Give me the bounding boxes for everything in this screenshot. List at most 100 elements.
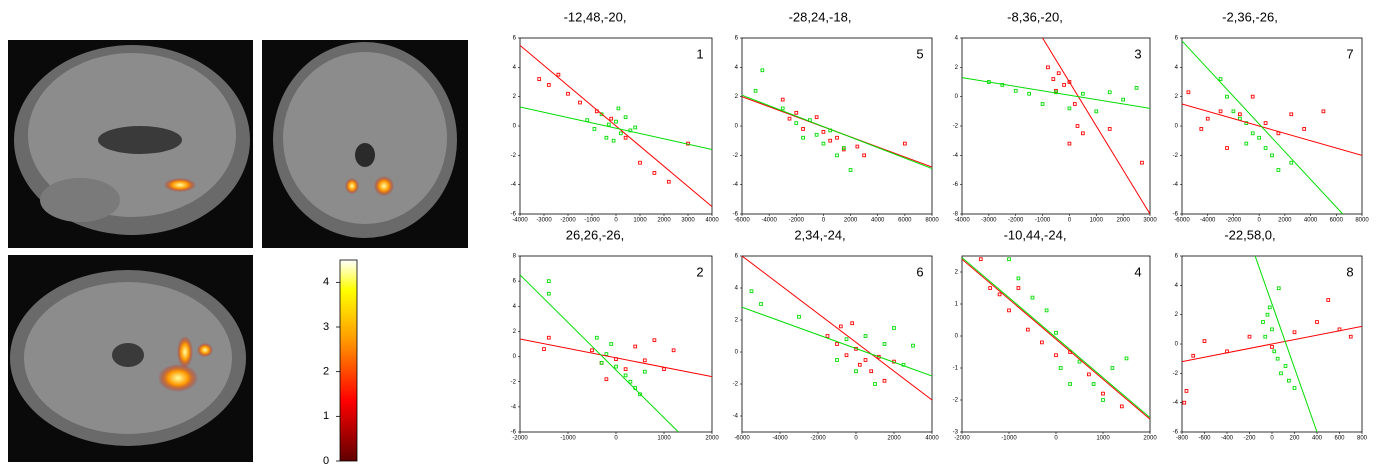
scatter-panel: -10,44,-24, 4 -2000 -1000 0 1000 2000 -3 -2 -1 0 1 2 <box>953 227 1158 441</box>
point <box>801 135 805 140</box>
point <box>1276 168 1281 172</box>
point <box>542 347 546 351</box>
point <box>835 342 839 346</box>
y-tick-label: 2 <box>1175 312 1179 318</box>
point <box>1315 320 1319 324</box>
point <box>616 106 621 111</box>
fit-line <box>1182 103 1362 156</box>
point <box>1140 160 1144 165</box>
point <box>1067 80 1072 84</box>
point <box>546 291 551 296</box>
y-tick-label: 6 <box>735 254 739 260</box>
point <box>835 135 839 140</box>
y-tick-label: -2 <box>1173 371 1179 377</box>
point <box>1044 308 1049 313</box>
point <box>609 342 614 346</box>
y-tick-label: -8 <box>953 212 959 218</box>
point <box>537 77 542 81</box>
x-tick-label: 0 <box>1270 436 1274 442</box>
point <box>1289 160 1294 165</box>
point <box>848 168 853 172</box>
point <box>594 335 599 340</box>
panel-title: -2,36,-26, <box>1222 9 1278 24</box>
point <box>1091 382 1096 386</box>
y-tick-label: 0 <box>513 354 517 360</box>
y-tick-label: -3 <box>953 430 959 436</box>
y-tick-label: -6 <box>1173 212 1179 218</box>
point <box>794 121 799 125</box>
fit-line <box>1182 325 1362 363</box>
x-tick-label: -200 <box>1243 436 1256 442</box>
y-tick-label: 0 <box>1175 124 1179 130</box>
x-tick-label: 1000 <box>1096 436 1110 442</box>
x-tick-label: -4000 <box>1200 218 1216 224</box>
point <box>835 358 839 362</box>
x-tick-label: 0 <box>614 436 618 442</box>
point <box>1067 141 1072 146</box>
point <box>794 110 799 115</box>
point <box>869 369 874 374</box>
y-tick-label: 2 <box>955 65 959 71</box>
x-tick-label: 4000 <box>925 436 939 442</box>
scatter-panel: -12,48,-20, 1 -4000 -3000 -2000 -1000 0 1000 200… <box>511 9 720 223</box>
point <box>1058 366 1063 370</box>
point <box>1238 112 1242 117</box>
point <box>1348 334 1353 339</box>
panel-title: 26,26,-26, <box>566 227 625 242</box>
y-tick-label: -4 <box>733 414 739 420</box>
x-tick-label: 2000 <box>657 218 671 224</box>
plot-frame <box>741 37 933 215</box>
scatter-panel: -28,24,-18, 5 -6000 -4000 -2000 0 2000 4000 6000… <box>733 9 940 223</box>
y-tick-label: 2 <box>735 318 739 324</box>
y-tick-label: 0 <box>1175 342 1179 348</box>
y-tick-label: 6 <box>513 279 517 285</box>
point <box>1250 94 1255 99</box>
fit-line <box>742 256 932 401</box>
point <box>844 337 849 342</box>
panel-title: -12,48,-20, <box>564 9 627 24</box>
point <box>797 314 801 319</box>
fit-line <box>520 44 712 208</box>
point <box>599 361 604 365</box>
panel-number: 3 <box>1134 46 1141 61</box>
point <box>814 132 819 137</box>
point <box>892 326 896 330</box>
panel-number: 6 <box>916 264 923 279</box>
x-tick-label: -1000 <box>1035 218 1051 224</box>
point <box>1261 320 1265 324</box>
point <box>1289 112 1294 117</box>
x-tick-label: -800 <box>1176 436 1189 442</box>
y-tick-label: -4 <box>733 182 739 188</box>
y-tick-label: -1 <box>953 366 959 372</box>
y-tick-label: 4 <box>735 286 739 292</box>
point <box>1287 378 1291 383</box>
x-tick-label: 800 <box>1357 436 1368 442</box>
point <box>633 344 638 349</box>
plot-area <box>520 274 712 432</box>
point <box>618 131 623 136</box>
point <box>606 122 611 127</box>
axial-slice <box>8 255 253 462</box>
y-tick-label: -6 <box>733 212 739 218</box>
point <box>1184 389 1189 393</box>
point <box>614 119 618 124</box>
point <box>1072 102 1077 106</box>
point <box>1101 398 1105 402</box>
point <box>844 353 849 358</box>
y-tick-label: -2 <box>511 153 517 159</box>
y-tick-label: 4 <box>1175 65 1179 71</box>
point <box>780 106 785 111</box>
point <box>753 88 758 93</box>
fit-line <box>1042 38 1150 214</box>
y-tick-label: 0 <box>513 124 517 130</box>
x-tick-label: -6000 <box>734 436 750 442</box>
scatter-panel: -2,36,-26, 7 -6000 -4000 -2000 0 2000 4000 6000 8… <box>1173 9 1370 223</box>
point <box>855 144 860 149</box>
point <box>1119 404 1124 409</box>
x-tick-label: -3000 <box>981 218 997 224</box>
x-tick-label: 2000 <box>1116 218 1130 224</box>
point <box>801 127 805 131</box>
y-tick-label: 1 <box>955 302 959 308</box>
point <box>1025 327 1030 332</box>
panel-title: -10,44,-24, <box>1004 227 1067 242</box>
